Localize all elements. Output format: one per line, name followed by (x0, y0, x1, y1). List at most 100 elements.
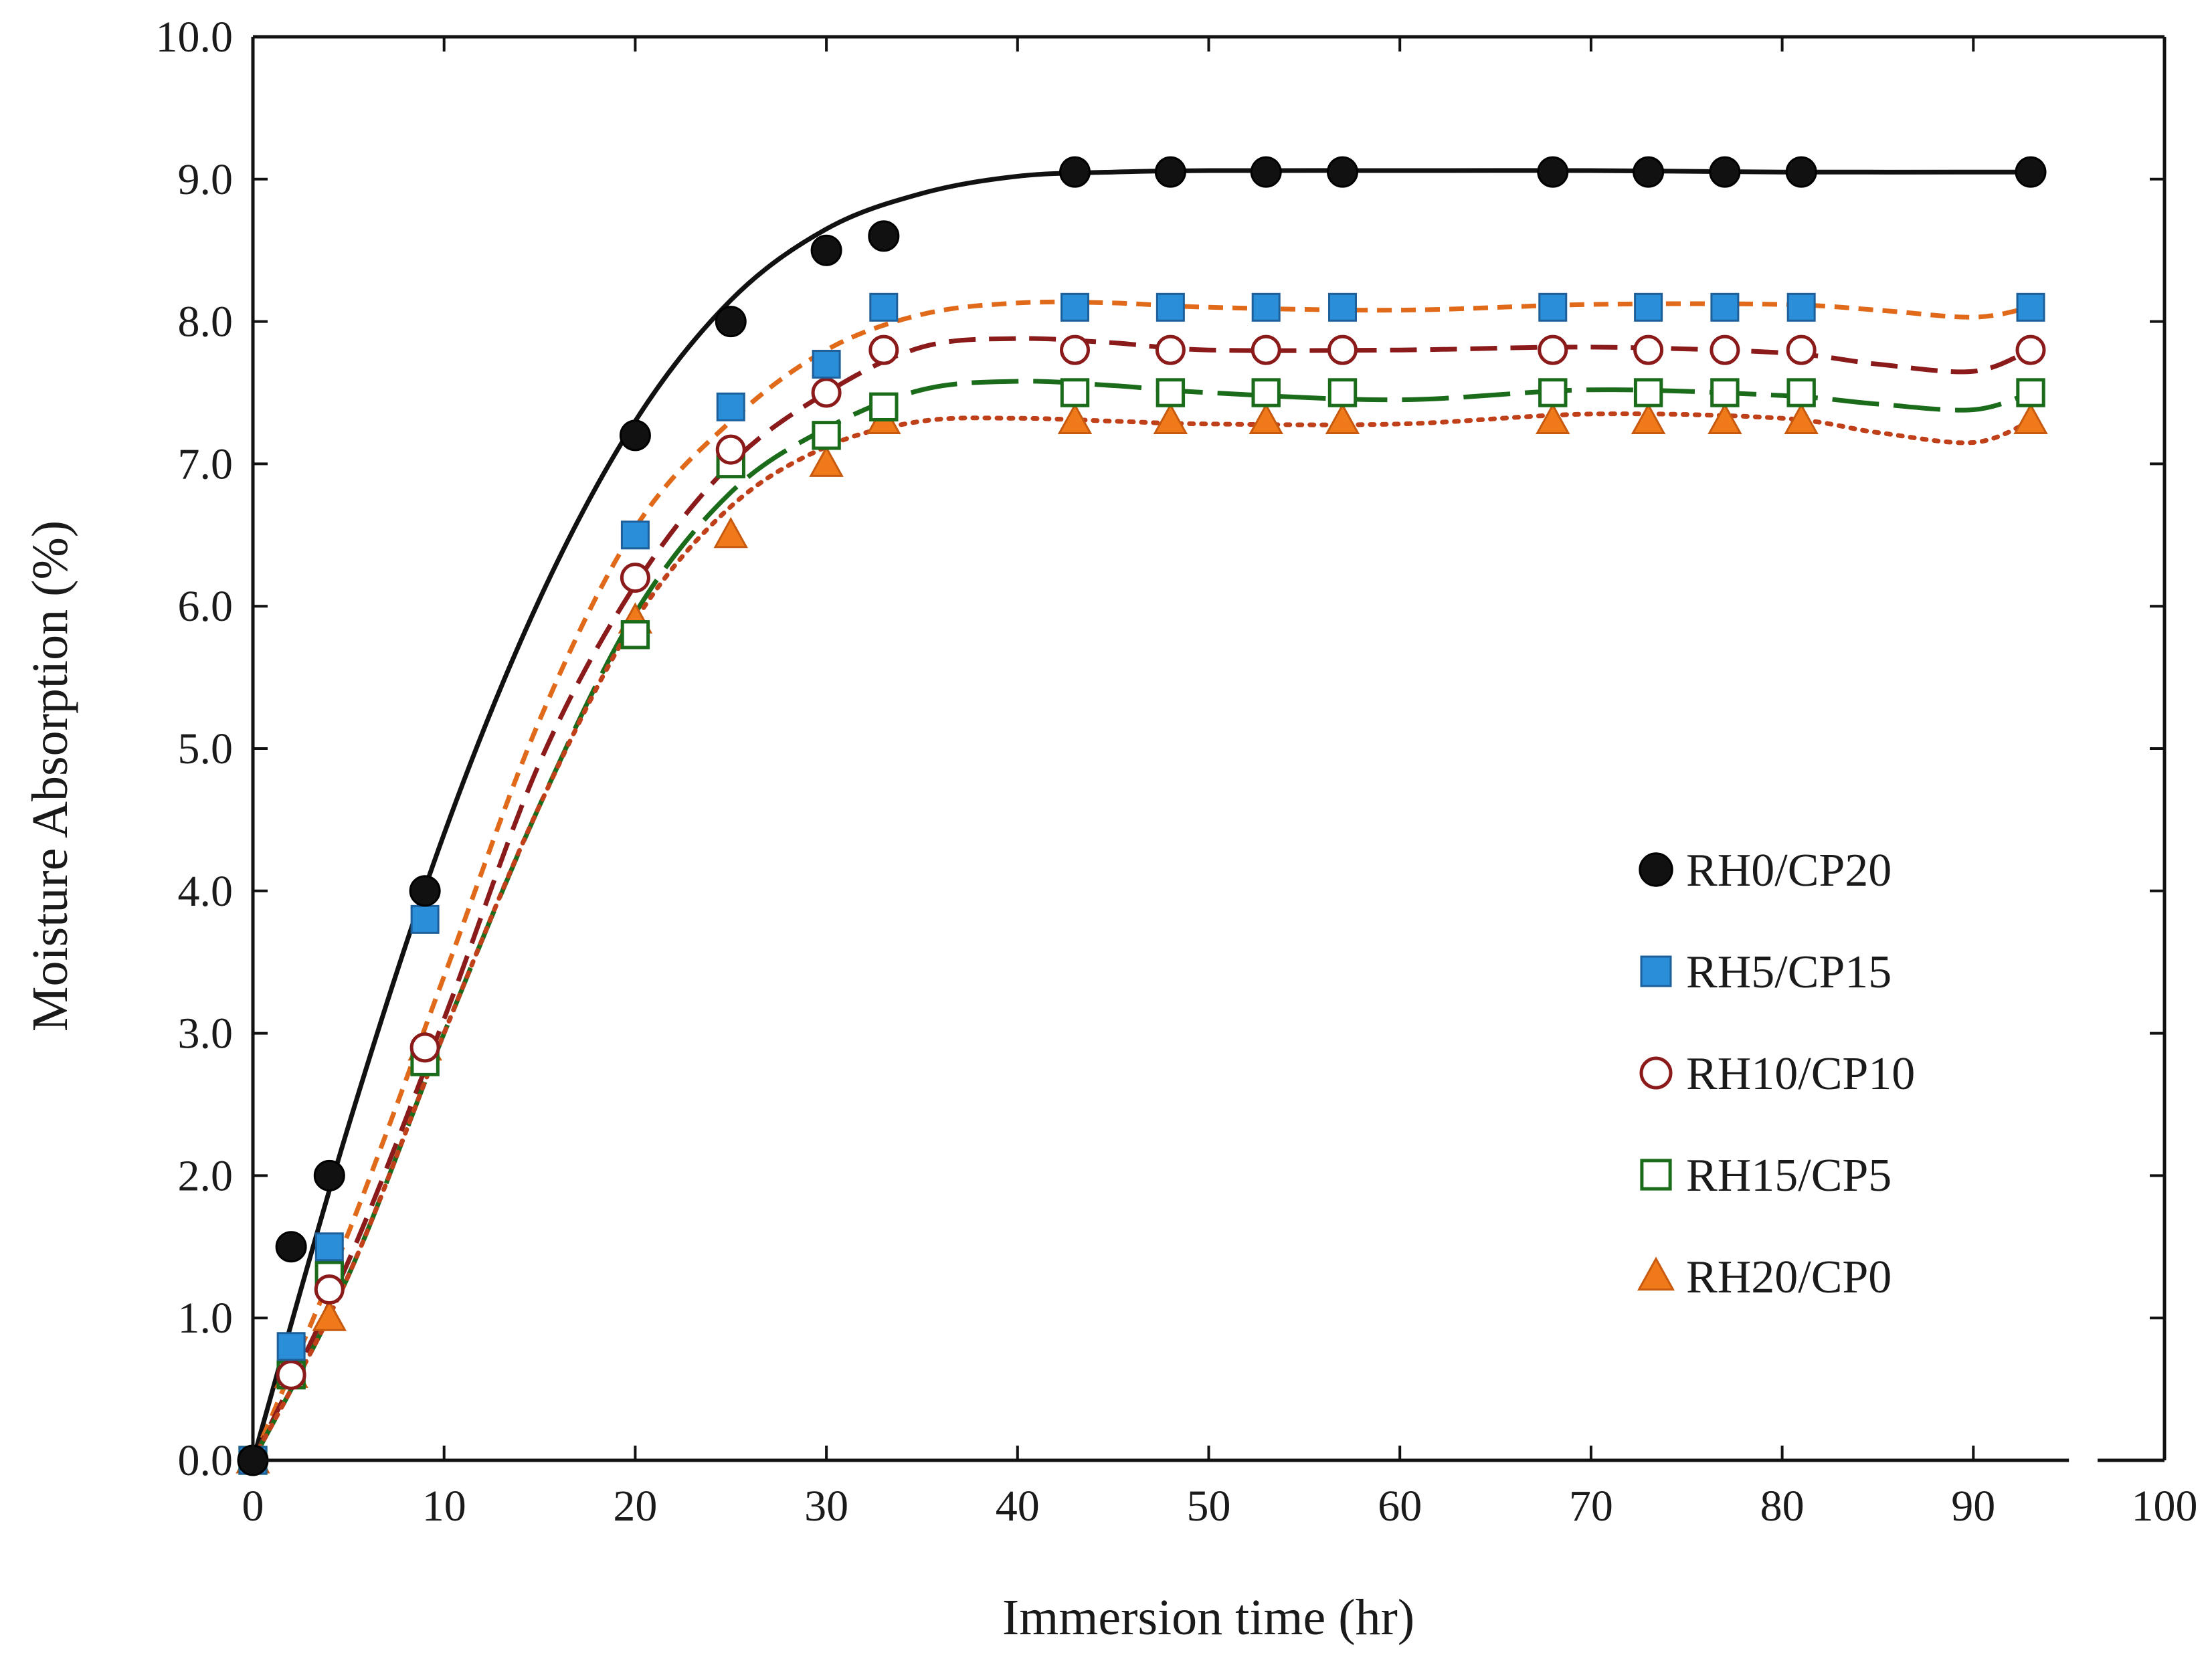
data-point (1710, 334, 1740, 365)
data-point (1536, 403, 1570, 435)
data-point (715, 434, 746, 465)
data-point (314, 1232, 344, 1262)
x-tick-label: 0 (242, 1482, 264, 1531)
data-point (1155, 334, 1186, 365)
chart-legend: RH0/CP20 RH5/CP15 RH10/CP10 RH15/CP5 RH20/CP… (1637, 845, 1915, 1303)
plot-layer (236, 156, 2048, 1476)
data-point (1327, 292, 1357, 322)
data-point (1156, 378, 1186, 407)
axis-layer: 0 10 20 30 40 50 60 70 80 90 100 0.0 1.0 2.0 3.0 4.0 5.0… (156, 13, 2198, 1531)
data-point (2015, 156, 2047, 188)
data-point (620, 620, 650, 650)
y-tick-label: 4.0 (178, 867, 234, 916)
data-point (812, 421, 841, 450)
data-point (620, 563, 650, 593)
data-point (1153, 403, 1188, 435)
legend-marker-4 (1640, 1159, 1672, 1191)
y-tick-label: 1.0 (178, 1294, 234, 1343)
data-point (2016, 378, 2045, 407)
series-markers-4 (238, 378, 2045, 1475)
data-point (313, 1159, 345, 1191)
legend-label-1: RH0/CP20 (1686, 845, 1892, 896)
data-point (314, 1274, 345, 1305)
x-tick-label: 30 (804, 1482, 848, 1531)
data-point (1060, 378, 1090, 407)
data-point (1325, 403, 1360, 435)
data-point (276, 1359, 306, 1390)
legend-label-2: RH5/CP15 (1686, 947, 1892, 998)
data-point (868, 334, 899, 365)
series-markers-1 (237, 156, 2047, 1476)
data-point (1327, 334, 1358, 365)
data-point (868, 220, 900, 252)
data-point (715, 306, 747, 338)
legend-marker-3 (1639, 1056, 1673, 1090)
data-point (620, 520, 650, 550)
y-tick-label: 3.0 (178, 1009, 234, 1058)
data-point (812, 349, 841, 379)
y-tick-label: 9.0 (178, 155, 234, 204)
data-point (1633, 156, 1665, 188)
data-point (1785, 156, 1817, 188)
data-point (1786, 292, 1816, 322)
data-point (1708, 403, 1742, 435)
data-point (1249, 403, 1283, 435)
data-point (716, 392, 745, 421)
data-point (1327, 378, 1358, 407)
series-markers-3 (238, 334, 2046, 1476)
data-point (1786, 378, 1816, 407)
legend-marker-2 (1640, 955, 1672, 987)
series-line-3 (250, 336, 2032, 1462)
legend-label-4: RH15/CP5 (1686, 1150, 1892, 1201)
x-tick-label: 40 (996, 1482, 1040, 1531)
data-point (1538, 378, 1568, 407)
x-tick-label: 10 (422, 1482, 466, 1531)
data-point (811, 377, 842, 408)
data-point (713, 516, 748, 549)
x-axis-title: Immersion time (hr) (1002, 1589, 1414, 1646)
legend-marker-5 (1637, 1256, 1675, 1291)
data-point (1251, 334, 1281, 365)
data-point (1061, 292, 1090, 322)
series-line-2 (250, 299, 2031, 1462)
y-tick-label: 10.0 (156, 13, 234, 62)
data-point (1633, 378, 1663, 407)
data-point (409, 875, 441, 907)
y-tick-label: 8.0 (178, 298, 234, 347)
y-tick-label: 0.0 (178, 1436, 234, 1485)
data-point (1326, 156, 1358, 188)
data-point (1060, 334, 1091, 365)
legend-label-3: RH10/CP10 (1686, 1048, 1915, 1100)
data-point (869, 292, 899, 322)
data-point (410, 904, 440, 934)
data-point (2016, 292, 2045, 322)
data-point (1250, 156, 1282, 188)
data-point (409, 1032, 440, 1063)
data-point (1786, 334, 1817, 365)
legend-label-5: RH20/CP0 (1686, 1252, 1892, 1303)
data-point (1710, 378, 1740, 407)
y-axis-title: Moisture Absorption (%) (22, 520, 78, 1032)
series-line-5 (250, 411, 2033, 1463)
data-point (1710, 292, 1740, 322)
data-point (1784, 403, 1819, 435)
x-tick-label: 20 (613, 1482, 657, 1531)
x-tick-label: 90 (1951, 1482, 1995, 1531)
data-point (869, 392, 899, 421)
data-point (810, 234, 842, 266)
data-point (275, 1231, 307, 1263)
data-point (619, 419, 651, 452)
x-tick-label: 100 (2132, 1482, 2198, 1531)
y-tick-label: 7.0 (178, 440, 234, 488)
y-tick-label: 5.0 (178, 724, 234, 773)
data-point (1057, 403, 1093, 435)
y-tick-label: 2.0 (178, 1151, 234, 1200)
y-tick-label: 6.0 (178, 582, 234, 631)
legend-marker-1 (1639, 852, 1673, 887)
data-point (1156, 292, 1185, 322)
data-point (1059, 156, 1091, 188)
data-point (312, 1300, 347, 1331)
data-point (1154, 156, 1186, 188)
